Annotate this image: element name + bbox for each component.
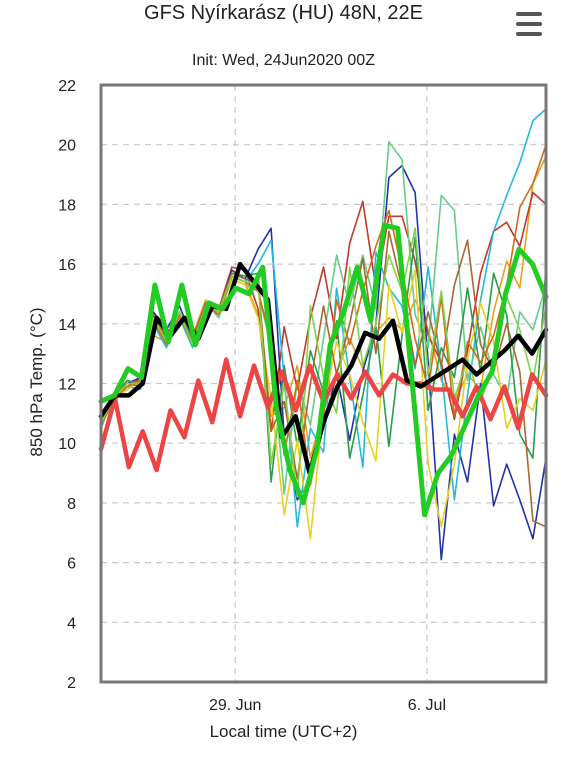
- y-tick-label: 2: [67, 675, 76, 692]
- x-tick-label: 6. Jul: [408, 697, 446, 714]
- x-tick-label: 29. Jun: [209, 697, 261, 714]
- y-tick-label: 12: [58, 377, 76, 394]
- y-tick-label: 10: [58, 436, 76, 453]
- control-run-line: [98, 222, 549, 518]
- y-tick-label: 18: [58, 197, 76, 214]
- plot-frame: [99, 83, 548, 684]
- ensemble-member-line: [100, 140, 547, 495]
- chart-title: GFS Nyírkarász (HU) 48N, 22E: [144, 2, 423, 24]
- y-tick-label: 6: [67, 556, 76, 573]
- y-tick-label: 8: [67, 496, 76, 513]
- y-tick-label: 22: [58, 78, 76, 95]
- series-lines: [98, 108, 549, 561]
- y-tick-label: 20: [58, 138, 76, 155]
- y-tick-labels: 2 4 6 8 10 12 14 16 18 20 22: [58, 78, 76, 692]
- x-tick-labels: 29. Jun 6. Jul: [209, 697, 446, 714]
- y-axis-label: 850 hPa Temp. (°C): [27, 307, 46, 457]
- y-tick-label: 14: [58, 317, 76, 334]
- ensemble-member-line: [100, 108, 547, 528]
- y-tick-label: 16: [58, 257, 76, 274]
- chart-subtitle: Init: Wed, 24Jun2020 00Z: [192, 52, 375, 69]
- ensemble-mean-line: [98, 261, 549, 476]
- hamburger-menu-icon[interactable]: [512, 10, 546, 38]
- y-tick-label: 4: [67, 615, 76, 632]
- x-axis-label: Local time (UTC+2): [209, 722, 358, 741]
